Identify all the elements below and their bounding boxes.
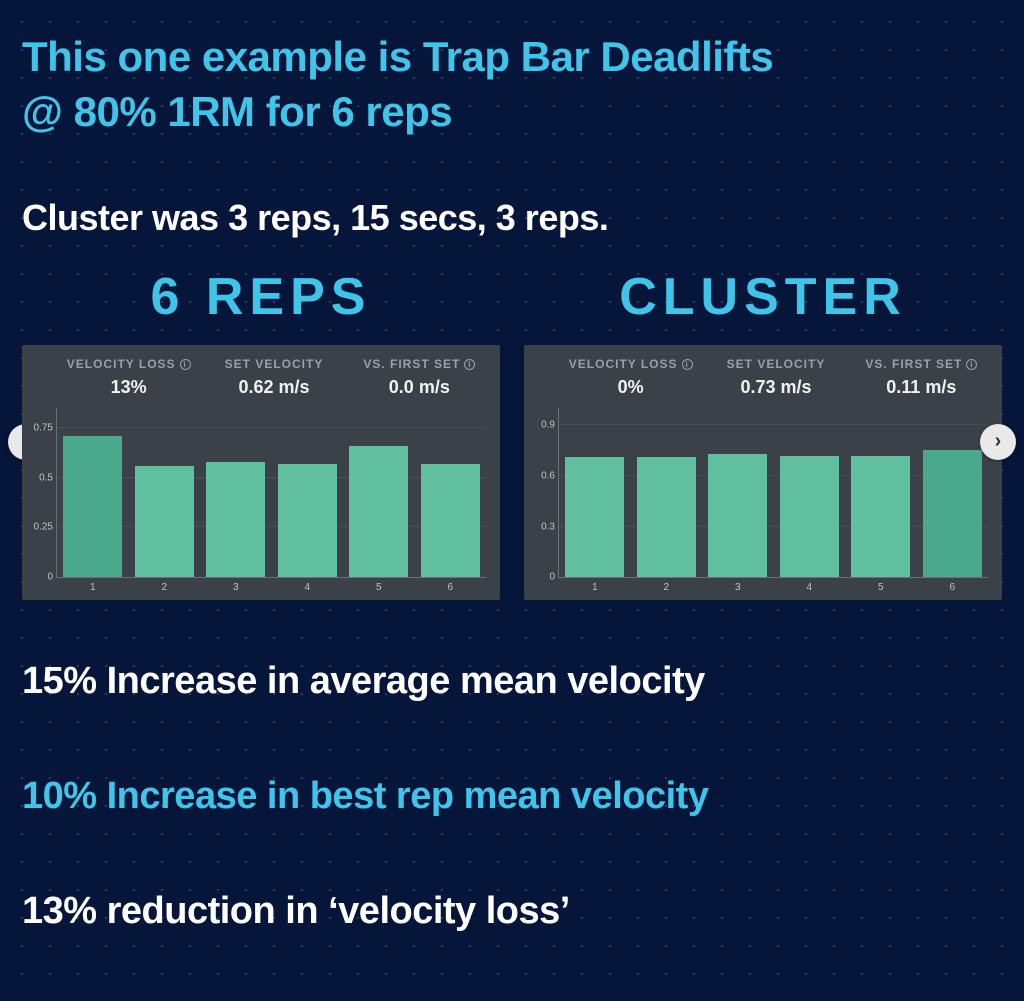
x-tick-label: 1 bbox=[559, 582, 631, 593]
stat-block: VS. FIRST SET i 0.0 m/s bbox=[347, 355, 492, 398]
subtitle: Cluster was 3 reps, 15 secs, 3 reps. bbox=[22, 197, 1002, 239]
stats-row: VELOCITY LOSS i13%SET VELOCITY0.62 m/sVS… bbox=[56, 355, 492, 398]
info-icon[interactable]: i bbox=[464, 359, 475, 370]
stat-value: 0.62 m/s bbox=[201, 377, 346, 398]
bar-slot: 3 bbox=[702, 408, 774, 577]
bar bbox=[708, 454, 767, 577]
stat-label: SET VELOCITY bbox=[727, 357, 826, 371]
y-tick-label: 0 bbox=[23, 572, 53, 583]
stat-block: SET VELOCITY 0.62 m/s bbox=[201, 355, 346, 398]
y-tick-label: 0.25 bbox=[23, 522, 53, 533]
y-tick-label: 0.3 bbox=[525, 521, 555, 532]
stat-label: VELOCITY LOSS i bbox=[569, 357, 693, 371]
x-tick-label: 5 bbox=[343, 582, 415, 593]
stat-label: SET VELOCITY bbox=[225, 357, 324, 371]
chevron-right-icon: › bbox=[995, 430, 1002, 453]
x-tick-label: 4 bbox=[774, 582, 846, 593]
y-tick-label: 0.75 bbox=[23, 423, 53, 434]
stat-value: 0% bbox=[558, 377, 703, 398]
stat-block: VELOCITY LOSS i 13% bbox=[56, 355, 201, 398]
bar-slot: 5 bbox=[845, 408, 917, 577]
bar-slot: 4 bbox=[272, 408, 344, 577]
bar bbox=[206, 462, 265, 577]
bar bbox=[565, 457, 624, 577]
bar bbox=[63, 436, 122, 577]
footer-line-3: 13% reduction in ‘velocity loss’ bbox=[22, 890, 1002, 933]
bar-slot: 1 bbox=[57, 408, 129, 577]
chart-panel-6reps: VELOCITY LOSS i13%SET VELOCITY0.62 m/sVS… bbox=[22, 345, 500, 600]
info-icon[interactable]: i bbox=[180, 359, 191, 370]
bar bbox=[349, 446, 408, 577]
title-line-1: This one example is Trap Bar Deadlifts bbox=[22, 30, 1002, 85]
bar-plot: 00.30.60.9123456 bbox=[558, 408, 988, 578]
chart-column-cluster: CLUSTER VELOCITY LOSS i 0% SET VELOCITY 0.7… bbox=[524, 267, 1002, 600]
title-line-2: @ 80% 1RM for 6 reps bbox=[22, 85, 1002, 140]
x-tick-label: 1 bbox=[57, 582, 129, 593]
stats-row: VELOCITY LOSS i0%SET VELOCITY0.73 m/sVS.… bbox=[558, 355, 994, 398]
chart-column-6reps: 6 REPS VELOCITY LOSS i 13% SET VELOCITY 0.6… bbox=[22, 267, 500, 600]
stat-label: VS. FIRST SET i bbox=[865, 357, 977, 371]
bar-slot: 6 bbox=[415, 408, 487, 577]
stat-value: 13% bbox=[56, 377, 201, 398]
chart-panel-cluster: VELOCITY LOSS i0%SET VELOCITY0.73 m/sVS.… bbox=[524, 345, 1002, 600]
y-tick-label: 0.5 bbox=[23, 472, 53, 483]
charts-row: ‹ 6 REPS VELOCITY LOSS i13%SET VELOCITY0… bbox=[22, 267, 1002, 600]
bar bbox=[135, 466, 194, 577]
bar bbox=[851, 456, 910, 578]
x-tick-label: 3 bbox=[702, 582, 774, 593]
info-icon[interactable]: i bbox=[966, 359, 977, 370]
y-tick-label: 0.9 bbox=[525, 420, 555, 431]
infographic-page: This one example is Trap Bar Deadlifts @… bbox=[0, 0, 1024, 1001]
footer-line-1: 15% Increase in average mean velocity bbox=[22, 660, 1002, 703]
x-tick-label: 4 bbox=[272, 582, 344, 593]
x-tick-label: 2 bbox=[129, 582, 201, 593]
y-tick-label: 0 bbox=[525, 572, 555, 583]
x-tick-label: 6 bbox=[415, 582, 487, 593]
bar-slot: 6 bbox=[917, 408, 989, 577]
x-tick-label: 6 bbox=[917, 582, 989, 593]
bar-slot: 2 bbox=[129, 408, 201, 577]
bar bbox=[278, 464, 337, 577]
info-icon[interactable]: i bbox=[682, 359, 693, 370]
bar-slot: 5 bbox=[343, 408, 415, 577]
y-tick-label: 0.6 bbox=[525, 470, 555, 481]
x-tick-label: 5 bbox=[845, 582, 917, 593]
stat-block: VS. FIRST SET i 0.11 m/s bbox=[849, 355, 994, 398]
x-tick-label: 3 bbox=[200, 582, 272, 593]
bar-plot: 00.250.50.75123456 bbox=[56, 408, 486, 578]
bar bbox=[923, 450, 982, 577]
stat-block: SET VELOCITY 0.73 m/s bbox=[703, 355, 848, 398]
bar-slot: 4 bbox=[774, 408, 846, 577]
chart-heading-6reps: 6 REPS bbox=[151, 267, 372, 327]
bar bbox=[421, 464, 480, 577]
bar bbox=[637, 457, 696, 577]
stat-value: 0.73 m/s bbox=[703, 377, 848, 398]
stat-label: VELOCITY LOSS i bbox=[67, 357, 191, 371]
bar-slot: 2 bbox=[631, 408, 703, 577]
stat-value: 0.0 m/s bbox=[347, 377, 492, 398]
stat-label: VS. FIRST SET i bbox=[363, 357, 475, 371]
bar-slot: 3 bbox=[200, 408, 272, 577]
carousel-next-button[interactable]: › bbox=[980, 424, 1016, 460]
bar-slot: 1 bbox=[559, 408, 631, 577]
x-tick-label: 2 bbox=[631, 582, 703, 593]
stat-block: VELOCITY LOSS i 0% bbox=[558, 355, 703, 398]
footer-line-2: 10% Increase in best rep mean velocity bbox=[22, 775, 1002, 818]
bar bbox=[780, 456, 839, 578]
chart-heading-cluster: CLUSTER bbox=[619, 267, 907, 327]
stat-value: 0.11 m/s bbox=[849, 377, 994, 398]
